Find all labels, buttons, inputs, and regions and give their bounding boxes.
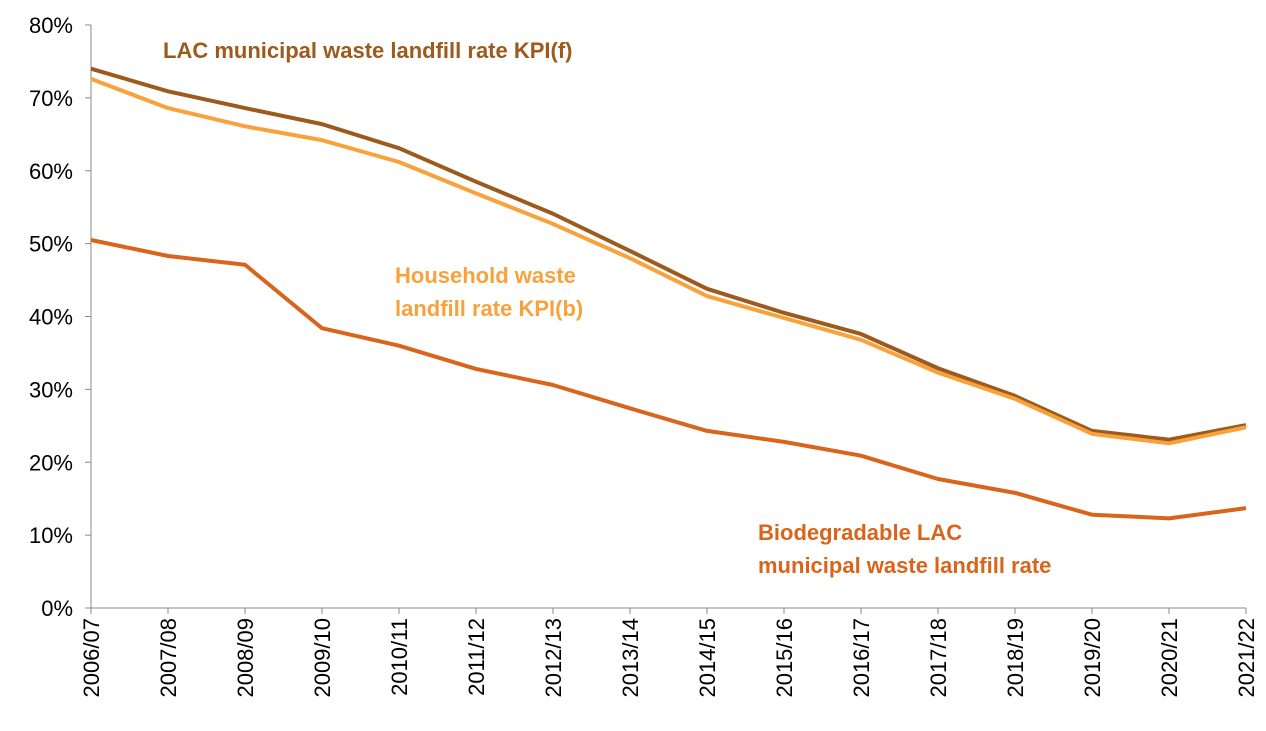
y-tick-label: 10% bbox=[29, 523, 73, 548]
series-line bbox=[90, 77, 1247, 446]
x-tick-label: 2011/12 bbox=[464, 618, 489, 696]
x-tick-label: 2013/14 bbox=[618, 618, 643, 698]
x-tick-label: 2019/20 bbox=[1080, 618, 1105, 698]
x-tick-label: 2010/11 bbox=[387, 618, 412, 696]
y-tick-label: 50% bbox=[29, 232, 73, 257]
series-line bbox=[90, 238, 1247, 521]
y-tick-label: 30% bbox=[29, 377, 73, 402]
series-line bbox=[90, 66, 1247, 442]
x-tick-label: 2015/16 bbox=[772, 618, 797, 698]
x-tick-label: 2016/17 bbox=[849, 618, 874, 698]
y-tick-label: 0% bbox=[41, 596, 73, 621]
x-tick-label: 2014/15 bbox=[695, 618, 720, 698]
x-tick-label: 2012/13 bbox=[541, 618, 566, 698]
series-annotation: Biodegradable LAC bbox=[758, 520, 962, 545]
y-tick-label: 60% bbox=[29, 159, 73, 184]
y-tick-label: 80% bbox=[29, 13, 73, 38]
y-tick-label: 40% bbox=[29, 305, 73, 330]
y-tick-label: 20% bbox=[29, 450, 73, 475]
x-tick-label: 2006/07 bbox=[79, 618, 104, 698]
x-tick-label: 2018/19 bbox=[1003, 618, 1028, 698]
x-tick-label: 2008/09 bbox=[233, 618, 258, 698]
x-tick-label: 2009/10 bbox=[310, 618, 335, 698]
series-annotation: LAC municipal waste landfill rate KPI(f) bbox=[163, 38, 573, 63]
x-tick-label: 2007/08 bbox=[156, 618, 181, 698]
x-tick-label: 2020/21 bbox=[1157, 618, 1182, 698]
x-tick-label: 2021/22 bbox=[1234, 618, 1259, 698]
x-tick-label: 2017/18 bbox=[926, 618, 951, 698]
series-annotation: landfill rate KPI(b) bbox=[395, 296, 583, 321]
y-tick-label: 70% bbox=[29, 86, 73, 111]
series-annotation: municipal waste landfill rate bbox=[758, 553, 1051, 578]
series-annotation: Household waste bbox=[395, 263, 576, 288]
